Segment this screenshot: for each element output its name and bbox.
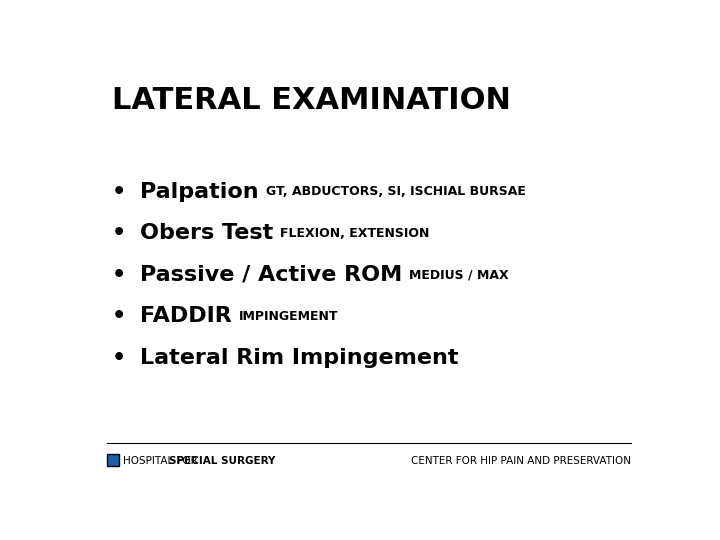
- Text: CENTER FOR HIP PAIN AND PRESERVATION: CENTER FOR HIP PAIN AND PRESERVATION: [411, 456, 631, 465]
- Text: •: •: [112, 265, 126, 285]
- Text: GT, ABDUCTORS, SI, ISCHIAL BURSAE: GT, ABDUCTORS, SI, ISCHIAL BURSAE: [266, 185, 526, 198]
- Text: •: •: [112, 348, 126, 368]
- FancyBboxPatch shape: [107, 454, 119, 466]
- Text: •: •: [112, 181, 126, 201]
- Text: FLEXION, EXTENSION: FLEXION, EXTENSION: [280, 227, 430, 240]
- Text: •: •: [112, 223, 126, 243]
- Text: Lateral Rim Impingement: Lateral Rim Impingement: [140, 348, 459, 368]
- Text: IMPINGEMENT: IMPINGEMENT: [238, 310, 338, 323]
- Text: LATERAL EXAMINATION: LATERAL EXAMINATION: [112, 85, 511, 114]
- Text: Palpation: Palpation: [140, 181, 259, 201]
- Text: MEDIUS / MAX: MEDIUS / MAX: [409, 268, 509, 281]
- Text: HOSPITAL FOR: HOSPITAL FOR: [124, 456, 202, 465]
- Text: Passive / Active ROM: Passive / Active ROM: [140, 265, 402, 285]
- Text: Obers Test: Obers Test: [140, 223, 274, 243]
- Text: •: •: [112, 306, 126, 326]
- Text: FADDIR: FADDIR: [140, 306, 232, 326]
- Text: SPECIAL SURGERY: SPECIAL SURGERY: [169, 456, 276, 465]
